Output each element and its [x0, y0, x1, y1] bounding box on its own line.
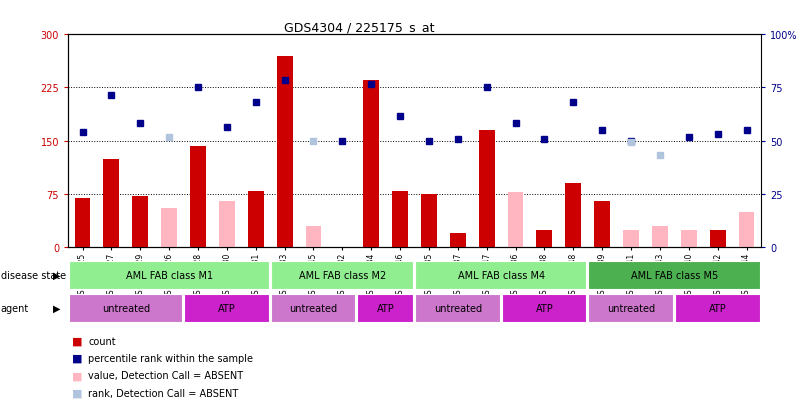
Bar	[566, 184, 582, 248]
Bar	[415, 262, 586, 290]
Text: ATP: ATP	[218, 304, 235, 314]
Bar	[537, 230, 553, 248]
Bar	[508, 192, 524, 248]
Bar	[479, 131, 495, 248]
Bar	[69, 295, 182, 323]
Bar	[357, 295, 413, 323]
Text: ▶: ▶	[54, 271, 61, 280]
Text: rank, Detection Call = ABSENT: rank, Detection Call = ABSENT	[88, 388, 239, 398]
Text: ATP: ATP	[709, 304, 727, 314]
Bar	[392, 191, 408, 248]
Text: percentile rank within the sample: percentile rank within the sample	[88, 353, 253, 363]
Bar	[681, 230, 697, 248]
Text: untreated: untreated	[434, 304, 482, 314]
Bar	[588, 295, 673, 323]
Bar	[161, 209, 177, 248]
Bar	[710, 230, 726, 248]
Bar	[132, 197, 148, 248]
Bar	[415, 295, 500, 323]
Bar	[623, 230, 639, 248]
Title: GDS4304 / 225175_s_at: GDS4304 / 225175_s_at	[284, 21, 434, 34]
Bar	[248, 191, 264, 248]
Bar	[74, 198, 91, 248]
Bar	[421, 195, 437, 248]
Text: ■: ■	[72, 336, 83, 346]
Bar	[219, 202, 235, 248]
Text: AML FAB class M4: AML FAB class M4	[457, 271, 545, 281]
Text: AML FAB class M1: AML FAB class M1	[126, 271, 213, 281]
Text: ▶: ▶	[54, 304, 61, 313]
Bar	[190, 147, 206, 248]
Bar	[594, 202, 610, 248]
Text: untreated: untreated	[102, 304, 150, 314]
Text: AML FAB class M2: AML FAB class M2	[299, 271, 386, 281]
Text: ATP: ATP	[536, 304, 553, 314]
Text: ■: ■	[72, 370, 83, 380]
Text: untreated: untreated	[289, 304, 337, 314]
Bar	[271, 262, 413, 290]
Bar	[652, 226, 668, 248]
Bar	[305, 226, 321, 248]
Text: agent: agent	[1, 304, 29, 313]
Text: ■: ■	[72, 388, 83, 398]
Bar	[588, 262, 759, 290]
Text: AML FAB class M5: AML FAB class M5	[630, 271, 718, 281]
Text: ATP: ATP	[376, 304, 395, 314]
Text: untreated: untreated	[607, 304, 655, 314]
Bar	[675, 295, 759, 323]
Bar	[184, 295, 268, 323]
Bar	[364, 81, 379, 248]
Bar	[450, 234, 465, 248]
Text: value, Detection Call = ABSENT: value, Detection Call = ABSENT	[88, 370, 244, 380]
Bar	[271, 295, 356, 323]
Text: disease state: disease state	[1, 271, 66, 280]
Bar	[69, 262, 268, 290]
Bar	[103, 159, 119, 248]
Text: ■: ■	[72, 353, 83, 363]
Bar	[276, 57, 292, 248]
Bar	[501, 295, 586, 323]
Text: count: count	[88, 336, 115, 346]
Bar	[739, 212, 755, 248]
